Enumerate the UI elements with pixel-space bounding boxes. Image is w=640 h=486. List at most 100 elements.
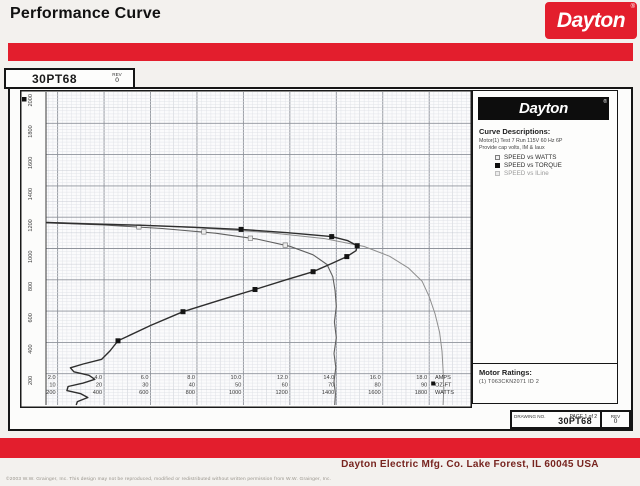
data-point-speed-vs-torque (344, 254, 350, 260)
x-tick-label: 6.0 (141, 375, 149, 381)
page-count-label: PAGE 1 of 2 (569, 414, 597, 420)
rev-value: 0 (115, 76, 119, 84)
x-tick-label: 80 (374, 383, 380, 389)
x-tick-label: 1800 (415, 390, 427, 396)
rev-label: REV (112, 71, 122, 77)
x-tick-label: 90 (421, 383, 427, 389)
y-tick-label: 1200 (28, 219, 34, 231)
y-tick-label: 1400 (28, 188, 34, 200)
x-tick-label: 1000 (229, 390, 241, 396)
x-tick-label: 10 (49, 383, 55, 389)
panel-separator (473, 363, 617, 364)
dayton-panel-logo: Dayton ® (478, 97, 609, 120)
data-point-speed-vs-torque (180, 309, 186, 315)
y-tick-label: 1800 (28, 125, 34, 137)
x-axis-unit: WATTS (435, 390, 454, 396)
part-number-box: 30PT68 (4, 68, 105, 89)
curve-info-panel: Dayton ® Curve Descriptions: Motor(1) Te… (472, 90, 618, 404)
curve-descriptions-title: Curve Descriptions: (479, 127, 551, 136)
rev-box: REV 0 (101, 68, 135, 89)
x-tick-label: 30 (142, 383, 148, 389)
drawing-border: 2.0 4.0 6.0 8.0 10.0 12.0 14.0 16.0 18.0 AMPS 10 20… (8, 87, 633, 431)
motor-ratings-line: (1) T063CKN2071 ID 2 (479, 379, 540, 385)
red-divider-bottom (0, 438, 640, 458)
legend-item-iline: SPEED vs ILine (495, 169, 562, 177)
light-square-marker-icon (495, 170, 500, 176)
drawing-no-label: DRAWING NO. (514, 414, 546, 419)
data-point-speed-vs-torque (329, 234, 335, 240)
x-tick-label: 14.0 (323, 375, 334, 381)
data-point-speed-vs-watts (282, 242, 288, 248)
y-tick-label: 400 (28, 344, 34, 353)
legend-label: SPEED vs TORQUE (504, 161, 562, 169)
data-point-speed-vs-torque (115, 338, 121, 344)
grid (46, 92, 471, 405)
x-tick-label: 1600 (368, 390, 380, 396)
x-tick-label: 600 (139, 390, 148, 396)
data-point-speed-vs-torque (310, 269, 316, 275)
rev-label: REV (610, 414, 621, 419)
legend-item-torque: SPEED vs TORQUE (495, 161, 562, 169)
part-number: 30PT68 (31, 71, 78, 86)
curve-description-line: Provide cap volts, IM & Iaux (479, 145, 545, 151)
y-tick-label: 600 (28, 313, 34, 322)
x-tick-label: 18.0 (416, 375, 427, 381)
x-tick-label: 60 (282, 383, 288, 389)
rev-value: 0 (613, 418, 618, 425)
footer-copyright-line: ©2003 W.W. Grainger, Inc. This design ma… (6, 477, 332, 482)
x-tick-label: 70 (328, 383, 334, 389)
x-tick-label: 16.0 (370, 375, 381, 381)
legend-label: SPEED vs WATTS (504, 153, 557, 161)
dayton-logo: Dayton ® (545, 2, 637, 39)
x-tick-label: 10.0 (231, 375, 242, 381)
x-tick-label: 8.0 (187, 375, 195, 381)
x-tick-label: 1200 (275, 390, 287, 396)
y-tick-label: 1000 (28, 251, 34, 263)
legend-item-watts: SPEED vs WATTS (495, 153, 562, 161)
data-point-speed-vs-torque (354, 243, 360, 249)
x-tick-label: 50 (235, 383, 241, 389)
chart-legend: SPEED vs WATTS SPEED vs TORQUE SPEED vs … (495, 153, 562, 177)
x-tick-label: 20 (96, 383, 102, 389)
legend-label: SPEED vs ILine (504, 169, 549, 177)
y-tick-label: 800 (28, 282, 34, 291)
dayton-logo-text: Dayton (556, 8, 626, 32)
x-tick-label: 4.0 (94, 375, 102, 381)
x-axis-unit: OZ-FT (435, 383, 452, 389)
drawing-no-value: 30PT68 (558, 416, 592, 426)
page-title: Performance Curve (10, 5, 162, 22)
performance-chart: 2.0 4.0 6.0 8.0 10.0 12.0 14.0 16.0 18.0 AMPS 10 20… (20, 90, 472, 408)
footer-company-line: Dayton Electric Mfg. Co. Lake Forest, IL… (341, 459, 599, 470)
data-point-speed-vs-torque (238, 226, 244, 232)
axis-marker-square (431, 381, 436, 386)
y-tick-label: 200 (28, 376, 34, 385)
y-tick-label: 2000 (28, 94, 34, 106)
x-tick-label: 800 (186, 390, 195, 396)
red-divider-top (8, 43, 633, 61)
x-tick-label: 40 (189, 383, 195, 389)
data-point-speed-vs-watts (201, 229, 207, 235)
dayton-panel-logo-text: Dayton (518, 100, 569, 117)
motor-ratings-title: Motor Ratings: (479, 368, 532, 377)
curve-speed-vs-iline (45, 221, 445, 406)
x-tick-label: 400 (93, 390, 102, 396)
registered-mark-icon: ® (603, 99, 607, 105)
x-tick-label: 1400 (322, 390, 334, 396)
axis-marker-square (22, 97, 27, 102)
x-tick-label: 12.0 (277, 375, 288, 381)
data-point-speed-vs-watts (247, 235, 253, 241)
x-tick-label: 200 (46, 390, 55, 396)
x-tick-label: 2.0 (48, 375, 56, 381)
x-axis-unit: AMPS (435, 375, 451, 381)
y-tick-label: 1600 (28, 157, 34, 169)
title-block: DRAWING NO. PAGE 1 of 2 30PT68 REV 0 (510, 410, 631, 429)
filled-square-marker-icon (495, 162, 500, 168)
curve-description-line: Motor(1) Test 7 Run 115V 60 Hz 6P (479, 138, 563, 144)
data-point-speed-vs-torque (252, 287, 258, 293)
rev-cell: REV 0 (602, 410, 631, 429)
drawing-number-cell: DRAWING NO. PAGE 1 of 2 30PT68 (510, 410, 602, 429)
registered-mark-icon: ® (630, 4, 635, 10)
open-square-marker-icon (495, 154, 500, 160)
